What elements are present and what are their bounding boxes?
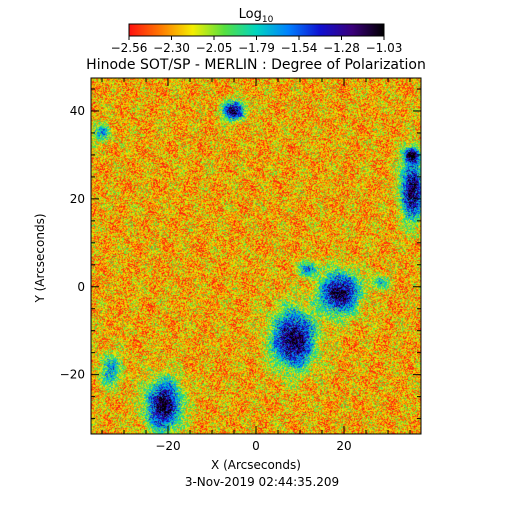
y-tick-label: 20 bbox=[70, 192, 85, 206]
colorbar-tick-label: −1.28 bbox=[323, 41, 360, 55]
colorbar-tick-label: −1.79 bbox=[238, 41, 275, 55]
x-tick-label: 20 bbox=[336, 439, 351, 453]
x-axis-label: X (Arcseconds) bbox=[211, 458, 301, 472]
observation-timestamp: 3-Nov-2019 02:44:35.209 bbox=[185, 475, 339, 489]
y-tick-label: −20 bbox=[60, 368, 85, 382]
colorbar-label: Log10 bbox=[239, 7, 274, 25]
chart-title: Hinode SOT/SP - MERLIN : Degree of Polar… bbox=[86, 57, 426, 73]
axis-ticks: −20 0 20 −20 0 20 40 bbox=[60, 78, 421, 453]
x-tick-label: −20 bbox=[155, 439, 180, 453]
colorbar-tick-label: −2.30 bbox=[153, 41, 190, 55]
colorbar-tick-label: −2.56 bbox=[111, 41, 148, 55]
y-tick-label: 40 bbox=[70, 104, 85, 118]
colorbar-tick-label: −1.54 bbox=[281, 41, 318, 55]
colorbar-ticks: −2.56 −2.30 −2.05 −1.79 −1.54 −1.28 −1.03 bbox=[111, 36, 403, 55]
x-tick-label: 0 bbox=[252, 439, 260, 453]
colorbar bbox=[128, 23, 385, 37]
heatmap bbox=[91, 78, 421, 434]
y-tick-label: 0 bbox=[77, 280, 85, 294]
y-axis-label: Y (Arcseconds) bbox=[33, 213, 47, 303]
colorbar-tick-label: −2.05 bbox=[196, 41, 233, 55]
colorbar-tick-label: −1.03 bbox=[366, 41, 403, 55]
